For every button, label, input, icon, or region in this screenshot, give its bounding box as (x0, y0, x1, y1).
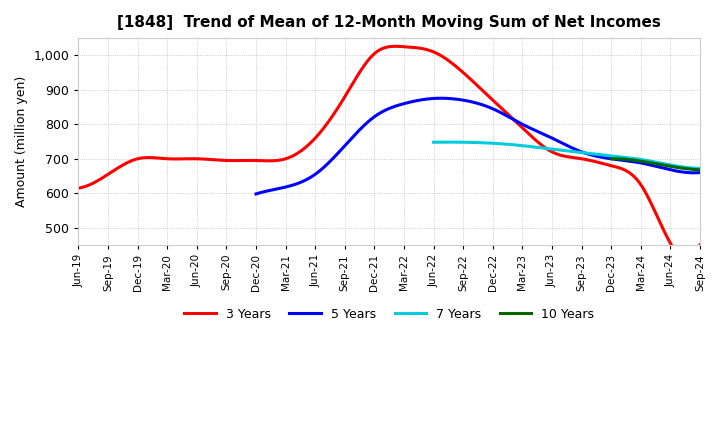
10 Years (694, 167, 703, 172)
3 Years (683, 257, 692, 262)
Line: 10 Years: 10 Years (611, 159, 700, 170)
3 Years (390, 44, 399, 49)
10 Years (660, 163, 669, 168)
5 Years (464, 99, 472, 104)
7 Years (429, 139, 438, 145)
5 Years (466, 99, 474, 104)
10 Years (609, 156, 618, 161)
3 Years (445, 59, 454, 64)
3 Years (369, 51, 378, 57)
3 Years (696, 242, 704, 248)
Title: [1848]  Trend of Mean of 12-Month Moving Sum of Net Incomes: [1848] Trend of Mean of 12-Month Moving … (117, 15, 661, 30)
Line: 5 Years: 5 Years (256, 98, 700, 194)
5 Years (616, 158, 625, 163)
7 Years (557, 147, 565, 153)
10 Years (649, 161, 658, 166)
7 Years (574, 150, 582, 155)
3 Years (373, 49, 382, 54)
5 Years (517, 121, 526, 126)
7 Years (648, 159, 657, 164)
7 Years (696, 166, 704, 171)
10 Years (680, 166, 688, 171)
3 Years (412, 45, 420, 50)
10 Years (649, 161, 658, 166)
10 Years (696, 167, 704, 172)
Y-axis label: Amount (million yen): Amount (million yen) (15, 76, 28, 207)
5 Years (492, 108, 501, 114)
10 Years (607, 156, 616, 161)
5 Years (686, 170, 695, 176)
10 Years (655, 162, 664, 167)
Legend: 3 Years, 5 Years, 7 Years, 10 Years: 3 Years, 5 Years, 7 Years, 10 Years (179, 303, 599, 326)
7 Years (588, 151, 597, 157)
Line: 3 Years: 3 Years (78, 46, 700, 260)
7 Years (690, 165, 698, 171)
5 Years (252, 191, 261, 197)
5 Years (437, 95, 446, 101)
5 Years (696, 170, 704, 175)
7 Years (558, 148, 567, 153)
Line: 7 Years: 7 Years (433, 142, 700, 169)
3 Years (682, 257, 690, 262)
7 Years (445, 139, 454, 145)
3 Years (74, 185, 83, 191)
3 Years (585, 158, 593, 163)
